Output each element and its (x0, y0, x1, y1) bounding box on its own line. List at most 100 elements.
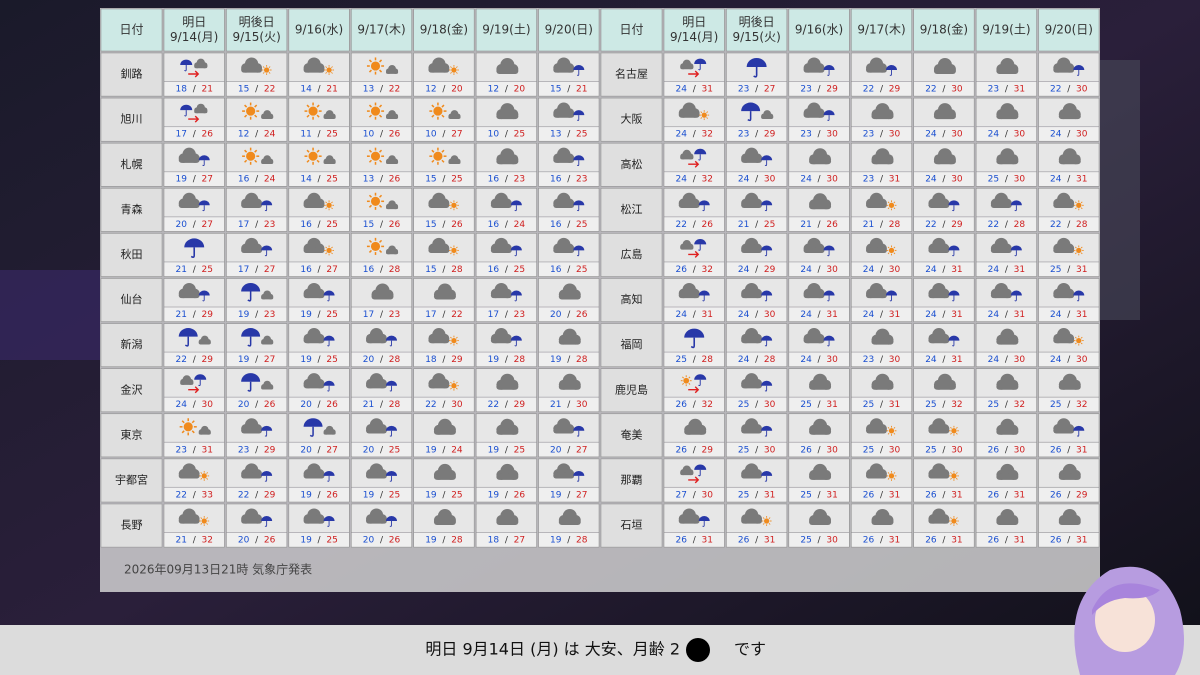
forecast-cell: 24/29 (726, 233, 788, 277)
background-light (0, 270, 100, 360)
umbrella-top (261, 470, 273, 476)
sun-ray (378, 159, 383, 163)
city-name: 札幌 (121, 157, 143, 171)
cloud-icon (178, 147, 200, 163)
temp-sep: / (880, 175, 884, 185)
temp-max: 26 (701, 220, 713, 230)
cell-border (663, 323, 725, 367)
sun-ray (181, 420, 185, 424)
cloud-icon (928, 192, 950, 208)
temp-sep: / (755, 220, 759, 230)
cloud-part (303, 292, 325, 299)
temp-sep: / (442, 490, 446, 500)
temp-max: 25 (514, 265, 525, 275)
header-cell (600, 8, 663, 52)
forecast-cell: 16/25 (475, 233, 537, 277)
cloud-icon (496, 463, 519, 480)
moon-icon (686, 638, 710, 662)
temp-max: 27 (264, 355, 275, 365)
umbrella-icon (573, 470, 585, 482)
cloud-part (741, 517, 763, 524)
cloud-part (241, 66, 263, 73)
temp-max: 30 (826, 265, 838, 275)
cloud-icon (428, 237, 450, 254)
temp-sep: / (880, 265, 884, 275)
city-name: 鹿児島 (615, 382, 648, 396)
cloud-part (866, 66, 887, 73)
city-cell (600, 278, 663, 322)
temp-sep: / (193, 265, 197, 275)
temp-sep: / (567, 265, 571, 275)
cell-temp-bg (538, 217, 599, 232)
temp-max: 26 (389, 175, 401, 185)
temp-max: 27 (764, 85, 775, 95)
forecast-cell: 18/29 (413, 323, 475, 367)
umbrella-icon (573, 200, 585, 212)
sun-icon (448, 245, 459, 256)
umbrella-top (741, 102, 761, 112)
cell-border (913, 188, 975, 232)
forecast-cell: 22/28 (1038, 188, 1100, 232)
temp-max: 25 (201, 265, 212, 275)
forecast-cell: 26/29 (1038, 458, 1100, 503)
cell-temp-bg (664, 172, 725, 187)
cloud-part (1053, 202, 1075, 208)
cell-temp-bg (1038, 262, 1099, 277)
forecast-cell: 16/23 (475, 142, 537, 187)
umbrella-handle (764, 475, 768, 482)
cloud-icon (996, 328, 1019, 345)
cell-temp-bg (226, 352, 287, 367)
cell-border (413, 142, 475, 187)
temp-sep: / (193, 445, 197, 455)
temp-max: 31 (1014, 536, 1025, 546)
cloud-icon (741, 463, 763, 479)
temp-min: 13 (363, 175, 374, 185)
sun-ray (455, 66, 458, 68)
temp-min: 19 (363, 490, 375, 500)
cloud-icon (386, 110, 399, 119)
cloud-part (741, 157, 763, 163)
cloud-icon (803, 328, 825, 344)
cell-temp-bg (413, 172, 475, 187)
cloud-part (866, 472, 887, 479)
cloud-icon (490, 237, 512, 254)
sun-ray (450, 336, 452, 339)
temp-max: 26 (326, 490, 338, 500)
cloud-icon (1058, 103, 1081, 120)
cell-border (475, 458, 537, 503)
temp-max: 25 (389, 445, 400, 455)
forecast-cell: 19/25 (288, 278, 350, 322)
cell-temp-bg (413, 82, 475, 97)
cell-border (163, 323, 225, 367)
temp-sep: / (693, 220, 697, 230)
cell-border (538, 458, 600, 503)
temp-max: 20 (514, 85, 526, 95)
forecast-cell: 25/31 (788, 458, 850, 503)
city-cell (600, 368, 663, 413)
umbrella-handle (264, 250, 268, 257)
city-cell (600, 503, 663, 548)
temp-max: 31 (951, 355, 962, 365)
temp-min: 26 (863, 490, 875, 500)
sun-core (183, 422, 193, 432)
umbrella-top (746, 58, 767, 67)
forecast-cell: 19/27 (538, 458, 600, 503)
temp-sep: / (318, 536, 322, 546)
cloud-part (180, 381, 194, 385)
sun-ray (950, 426, 952, 429)
temp-max: 29 (264, 490, 276, 500)
cell-border (351, 503, 412, 548)
temp-max: 29 (201, 355, 213, 365)
cell-border (726, 233, 788, 277)
cloud-part (996, 158, 1019, 165)
temp-min: 17 (238, 265, 249, 275)
umbrella-top (1073, 65, 1085, 70)
temp-min: 16 (300, 220, 312, 230)
umbrella-icon (823, 290, 835, 302)
temp-sep: / (1005, 85, 1009, 95)
temp-min: 17 (425, 310, 436, 320)
umbrella-top (948, 290, 960, 296)
cloud-part (803, 337, 825, 344)
umbrella-icon (761, 200, 773, 212)
cloud-part (433, 428, 456, 435)
